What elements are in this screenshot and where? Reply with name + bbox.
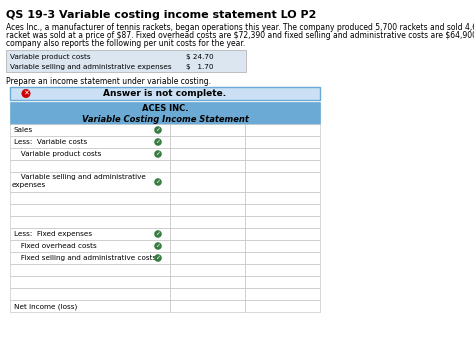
- Text: Prepare an income statement under variable costing.: Prepare an income statement under variab…: [6, 77, 211, 86]
- Text: Fixed overhead costs: Fixed overhead costs: [14, 243, 97, 249]
- Text: expenses: expenses: [12, 182, 46, 188]
- Bar: [170, 204, 245, 216]
- Text: Variable selling and administrative: Variable selling and administrative: [14, 174, 146, 180]
- Text: Aces Inc., a manufacturer of tennis rackets, began operations this year. The com: Aces Inc., a manufacturer of tennis rack…: [6, 23, 474, 32]
- Text: ✓: ✓: [155, 152, 161, 156]
- Bar: [245, 124, 320, 136]
- Bar: [10, 124, 170, 136]
- Text: ✓: ✓: [155, 179, 161, 185]
- Bar: [10, 192, 170, 204]
- Bar: [10, 300, 170, 312]
- Bar: [245, 288, 320, 300]
- Bar: [245, 204, 320, 216]
- Text: ✓: ✓: [155, 244, 161, 248]
- Text: Answer is not complete.: Answer is not complete.: [103, 89, 227, 98]
- Text: Less:  Variable costs: Less: Variable costs: [14, 139, 87, 145]
- Text: Less:  Fixed expenses: Less: Fixed expenses: [14, 231, 92, 237]
- Circle shape: [21, 89, 30, 98]
- Bar: [170, 192, 245, 204]
- Text: racket was sold at a price of $87. Fixed overhead costs are $72,390 and fixed se: racket was sold at a price of $87. Fixed…: [6, 31, 474, 40]
- Bar: [10, 228, 170, 240]
- Bar: [170, 172, 245, 192]
- Text: ✕: ✕: [23, 91, 29, 96]
- Text: $ 24.70: $ 24.70: [186, 54, 214, 60]
- Text: company also reports the following per unit costs for the year.: company also reports the following per u…: [6, 39, 245, 48]
- Text: Variable product costs: Variable product costs: [14, 151, 101, 157]
- Bar: [245, 160, 320, 172]
- Bar: [170, 276, 245, 288]
- Bar: [245, 252, 320, 264]
- Bar: [10, 204, 170, 216]
- Bar: [6, 50, 246, 72]
- Bar: [245, 148, 320, 160]
- Bar: [170, 252, 245, 264]
- Bar: [10, 240, 170, 252]
- Bar: [10, 276, 170, 288]
- Text: ✓: ✓: [155, 127, 161, 133]
- Bar: [10, 252, 170, 264]
- Bar: [245, 216, 320, 228]
- Text: Variable Costing Income Statement: Variable Costing Income Statement: [82, 115, 248, 124]
- Bar: [10, 216, 170, 228]
- Bar: [245, 192, 320, 204]
- Circle shape: [154, 178, 162, 186]
- Text: Variable product costs: Variable product costs: [10, 54, 91, 60]
- Bar: [170, 288, 245, 300]
- Circle shape: [154, 242, 162, 250]
- Bar: [10, 288, 170, 300]
- Bar: [170, 300, 245, 312]
- Text: Variable selling and administrative expenses: Variable selling and administrative expe…: [10, 64, 172, 70]
- Bar: [10, 264, 170, 276]
- Bar: [245, 300, 320, 312]
- Bar: [245, 172, 320, 192]
- Bar: [170, 228, 245, 240]
- Text: ✓: ✓: [155, 231, 161, 237]
- Bar: [170, 148, 245, 160]
- Circle shape: [154, 126, 162, 134]
- Text: ✓: ✓: [155, 255, 161, 261]
- Text: Sales: Sales: [14, 127, 33, 133]
- Text: Net income (loss): Net income (loss): [14, 303, 77, 310]
- Bar: [10, 148, 170, 160]
- Bar: [245, 276, 320, 288]
- Bar: [10, 113, 320, 124]
- Bar: [170, 240, 245, 252]
- Bar: [245, 240, 320, 252]
- Bar: [10, 136, 170, 148]
- Bar: [10, 102, 320, 113]
- Bar: [170, 136, 245, 148]
- Bar: [10, 160, 170, 172]
- Bar: [170, 216, 245, 228]
- Text: ACES INC.: ACES INC.: [142, 104, 188, 113]
- Circle shape: [154, 230, 162, 238]
- Bar: [10, 172, 170, 192]
- Circle shape: [154, 254, 162, 262]
- Bar: [170, 264, 245, 276]
- Bar: [245, 228, 320, 240]
- Text: ✓: ✓: [155, 139, 161, 144]
- Text: $   1.70: $ 1.70: [186, 64, 213, 70]
- Bar: [10, 87, 320, 100]
- Bar: [170, 124, 245, 136]
- Text: QS 19-3 Variable costing income statement LO P2: QS 19-3 Variable costing income statemen…: [6, 10, 316, 20]
- Bar: [245, 136, 320, 148]
- Circle shape: [154, 138, 162, 146]
- Bar: [170, 160, 245, 172]
- Bar: [245, 264, 320, 276]
- Text: Fixed selling and administrative costs: Fixed selling and administrative costs: [14, 255, 156, 261]
- Circle shape: [154, 150, 162, 158]
